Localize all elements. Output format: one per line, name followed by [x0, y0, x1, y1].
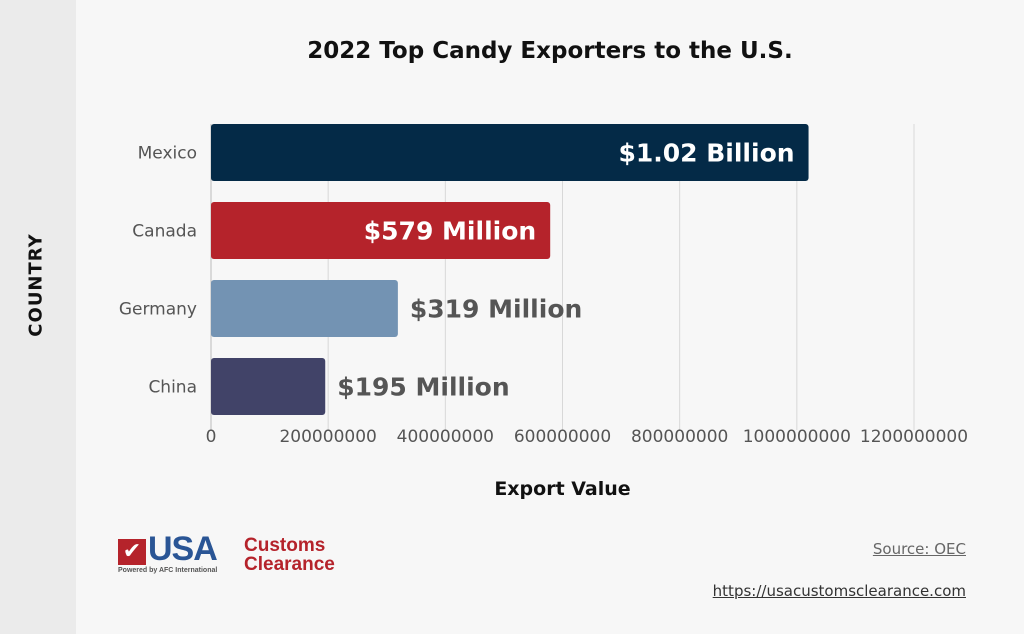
source-link[interactable]: Source: OEC [872, 540, 966, 558]
bar-china [211, 358, 326, 415]
bar-germany [211, 280, 398, 337]
bar-mexico [211, 124, 809, 181]
left-strip [0, 0, 76, 634]
logo-brand: USA [148, 530, 218, 568]
logo: ✔ USA Customs Clearance Powered by AFC In… [118, 530, 348, 580]
check-icon: ✔ [118, 539, 146, 565]
data-label: $579 Million [364, 217, 536, 246]
y-tick-label: Germany [119, 300, 197, 320]
x-tick-label: 800000000 [631, 427, 728, 447]
bar-canada [211, 202, 551, 259]
logo-name: Customs Clearance [244, 535, 335, 575]
x-tick-label: 400000000 [397, 427, 494, 447]
x-axis-label: Export Value [494, 478, 631, 500]
data-label: $319 Million [410, 295, 582, 324]
x-tick-label: 0 [206, 427, 217, 447]
logo-tagline: Powered by AFC International [118, 567, 218, 574]
website-link[interactable]: https://usacustomsclearance.com [712, 582, 966, 600]
data-label: $1.02 Billion [618, 139, 794, 168]
y-tick-label: Canada [132, 222, 197, 242]
x-tick-label: 1000000000 [743, 427, 851, 447]
data-label: $195 Million [337, 373, 509, 402]
x-tick-label: 200000000 [279, 427, 376, 447]
y-tick-label: China [148, 378, 197, 398]
x-tick-label: 1200000000 [860, 427, 968, 447]
y-tick-label: Mexico [138, 144, 197, 164]
chart-title: 2022 Top Candy Exporters to the U.S. [307, 38, 793, 64]
x-tick-label: 600000000 [514, 427, 611, 447]
